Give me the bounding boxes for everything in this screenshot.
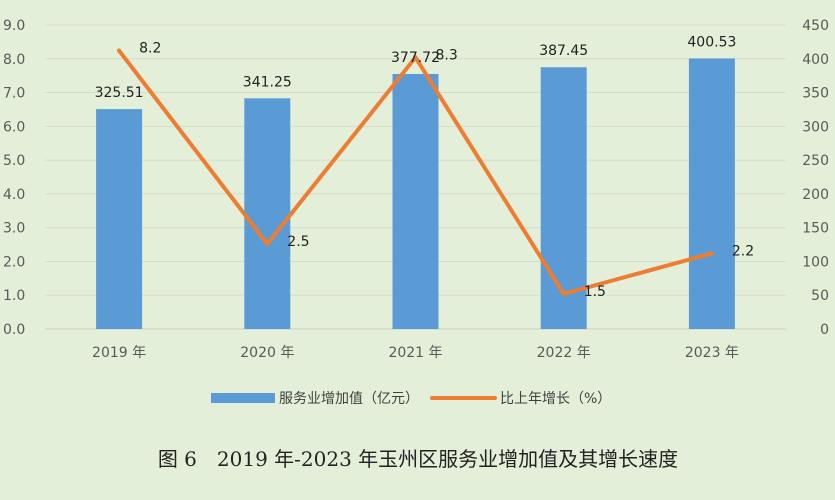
left-y-axis-ticks: 0.0 1.0 2.0 3.0 4.0 5.0 6.0 7.0 8.0 9.0 xyxy=(3,18,25,338)
legend-line-label: 比上年增长（%） xyxy=(500,391,611,407)
line-point xyxy=(265,241,270,246)
x-tick-label: 2023 年 xyxy=(685,345,739,361)
bar-value-label: 341.25 xyxy=(243,74,292,90)
left-y-tick-label: 8.0 xyxy=(3,52,25,68)
line-value-label: 2.5 xyxy=(287,234,309,250)
bar xyxy=(392,73,439,329)
left-y-tick-label: 4.0 xyxy=(3,187,25,203)
x-axis-ticks: 2019 年 2020 年 2021 年 2022 年 2023 年 xyxy=(92,345,739,361)
x-tick-label: 2019 年 xyxy=(92,345,146,361)
left-y-tick-label: 2.0 xyxy=(3,254,25,270)
line-value-label: 2.2 xyxy=(732,243,754,259)
line-series xyxy=(117,48,714,296)
right-y-tick-label: 150 xyxy=(802,221,829,237)
left-y-tick-label: 1.0 xyxy=(3,288,25,304)
data-labels: 325.51 341.25 377.72 387.45 400.53 8.2 2.5 8.3 1… xyxy=(95,34,755,299)
left-y-tick-label: 3.0 xyxy=(3,221,25,237)
left-y-tick-label: 0.0 xyxy=(3,322,25,338)
line-point xyxy=(709,251,714,256)
left-y-tick-label: 7.0 xyxy=(3,86,25,102)
right-y-tick-label: 250 xyxy=(802,153,829,169)
x-tick-label: 2021 年 xyxy=(388,345,442,361)
line-point xyxy=(561,291,566,296)
left-y-tick-label: 6.0 xyxy=(3,119,25,135)
bar-value-label: 325.51 xyxy=(95,85,144,101)
bar xyxy=(244,98,291,329)
right-y-tick-label: 0 xyxy=(820,322,829,338)
line-value-label: 8.3 xyxy=(436,47,458,63)
left-y-tick-label: 9.0 xyxy=(3,18,25,34)
bar-series xyxy=(96,58,735,330)
right-y-axis-ticks: 0 50 100 150 200 250 300 350 400 450 xyxy=(802,18,829,338)
legend: 服务业增加值（亿元） 比上年增长（%） xyxy=(211,391,611,407)
right-y-tick-label: 450 xyxy=(802,18,829,34)
right-y-tick-label: 100 xyxy=(802,254,829,270)
bar-value-label: 377.72 xyxy=(391,50,440,66)
line-value-label: 8.2 xyxy=(139,41,161,57)
line-value-label: 1.5 xyxy=(584,284,606,300)
bar-value-label: 400.53 xyxy=(687,34,736,50)
x-tick-label: 2020 年 xyxy=(240,345,294,361)
bar xyxy=(96,109,143,330)
line-point xyxy=(117,48,122,53)
figure-caption: 图 6 2019 年-2023 年玉州区服务业增加值及其增长速度 xyxy=(158,447,678,471)
x-tick-label: 2022 年 xyxy=(537,345,591,361)
line-point xyxy=(413,55,418,60)
right-y-tick-label: 350 xyxy=(802,86,829,102)
right-y-tick-label: 300 xyxy=(802,119,829,135)
bar-value-label: 387.45 xyxy=(539,43,588,59)
right-y-tick-label: 400 xyxy=(802,52,829,68)
legend-bar-swatch xyxy=(211,393,275,403)
legend-bar-label: 服务业增加值（亿元） xyxy=(279,391,419,407)
bar xyxy=(688,58,735,329)
right-y-tick-label: 50 xyxy=(811,288,829,304)
bar xyxy=(540,67,587,329)
left-y-tick-label: 5.0 xyxy=(3,153,25,169)
right-y-tick-label: 200 xyxy=(802,187,829,203)
